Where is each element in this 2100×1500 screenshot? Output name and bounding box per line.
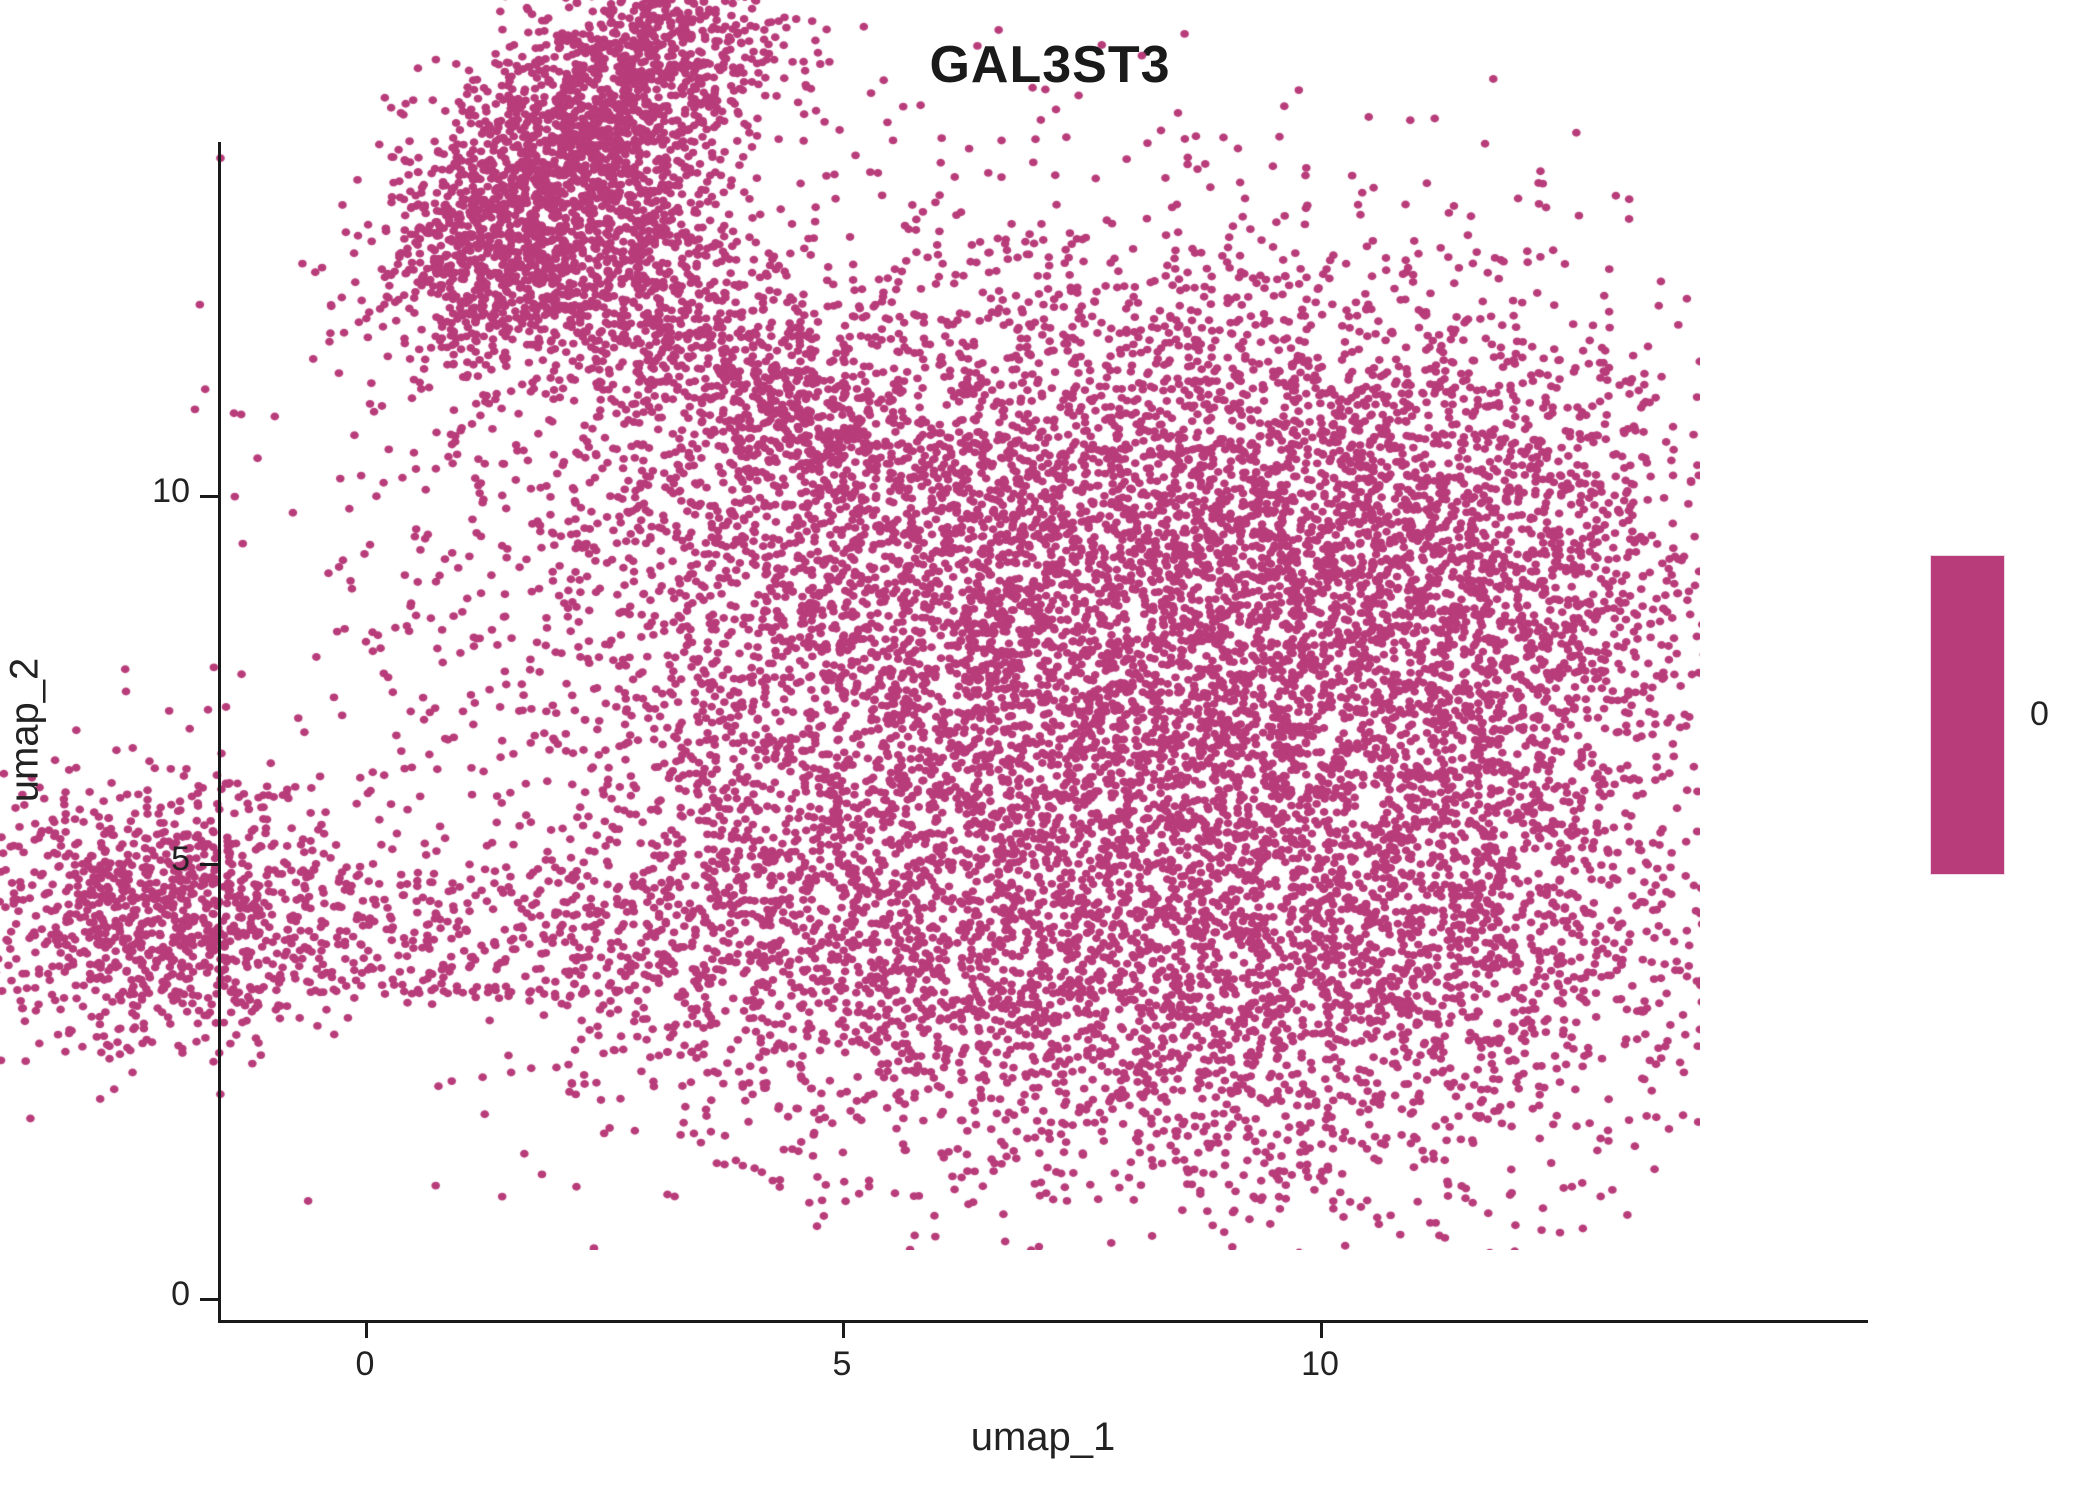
y-axis-line (218, 142, 221, 1320)
legend-color-bar (1930, 555, 2005, 875)
x-axis-title: umap_1 (218, 1415, 1868, 1460)
y-tick-label-0: 0 (130, 1275, 190, 1314)
y-tick-0 (200, 1298, 218, 1301)
y-axis-title: umap_2 (3, 530, 48, 930)
y-tick-10 (200, 495, 218, 498)
x-tick-5 (842, 1320, 845, 1338)
legend-value-label: 0 (2030, 695, 2049, 734)
x-tick-10 (1320, 1320, 1323, 1338)
y-tick-label-10: 10 (130, 472, 190, 511)
color-legend: 0 (1930, 555, 2005, 875)
x-axis-line (218, 1320, 1868, 1323)
umap-plot: GAL3ST3 10 5 0 0 5 10 umap_1 umap_2 0 (0, 0, 2100, 1500)
y-tick-label-5: 5 (130, 840, 190, 879)
x-tick-label-5: 5 (812, 1345, 872, 1384)
legend-tick (2005, 715, 2019, 717)
scatter-canvas (0, 0, 1700, 1250)
x-tick-label-0: 0 (335, 1345, 395, 1384)
y-tick-5 (200, 863, 218, 866)
x-tick-label-10: 10 (1290, 1345, 1350, 1384)
x-tick-0 (365, 1320, 368, 1338)
